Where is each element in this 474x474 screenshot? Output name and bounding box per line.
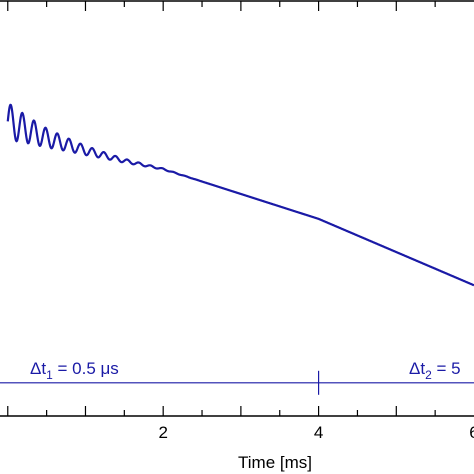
annotation-line	[0, 370, 474, 395]
x-tick-label: 2	[158, 423, 167, 442]
annotation-label: Δt1 = 0.5 μs	[30, 359, 119, 382]
annotation-label: Δt2 = 5	[409, 359, 461, 382]
x-tick-labels: 2 4 6	[158, 423, 474, 442]
x-tick-label: 6	[469, 423, 474, 442]
x-axis-title: Time [ms]	[238, 453, 312, 472]
x-tick-label: 4	[314, 423, 323, 442]
series-line-main	[6, 103, 474, 287]
tick-marks	[7, 1, 436, 416]
plot-frame	[0, 0, 474, 417]
annotations: Δt1 = 0.5 μs Δt2 = 5	[30, 359, 461, 382]
